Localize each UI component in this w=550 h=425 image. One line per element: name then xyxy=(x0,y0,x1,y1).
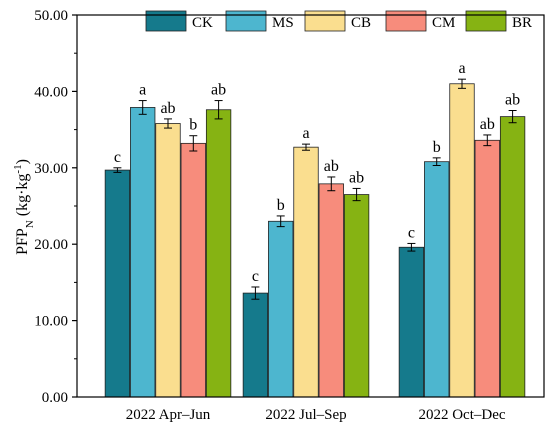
x-category-label: 2022 Apr–Jun xyxy=(126,407,211,423)
bar-cm xyxy=(318,183,344,398)
bar-br xyxy=(499,116,526,398)
y-axis-label: PFPN (kg·kg-1) xyxy=(12,159,36,255)
x-category-label: 2022 Jul–Sep xyxy=(265,407,346,423)
bar-cb xyxy=(449,83,475,398)
significance-letter: c xyxy=(408,224,415,241)
significance-letter: ab xyxy=(160,100,175,117)
axes: 0.00 10.00 20.00 30.00 40.00 50.00 2022 Apr–Ju… xyxy=(34,8,545,423)
bar-ck xyxy=(104,169,131,398)
bar-ms xyxy=(424,161,450,398)
significance-letter: ab xyxy=(505,92,520,109)
legend-swatch-cm xyxy=(385,10,427,32)
legend-label-cm: CM xyxy=(432,15,455,31)
bar-br xyxy=(205,109,232,398)
legend-label-ck: CK xyxy=(192,15,213,31)
x-category-label: 2022 Oct–Dec xyxy=(418,407,505,423)
bar-ms xyxy=(268,220,294,398)
bar-ck xyxy=(242,292,269,398)
y-tick-label: 20.00 xyxy=(34,237,68,253)
y-tick-label: 10.00 xyxy=(34,314,68,330)
bar-series-group xyxy=(104,78,526,398)
y-tick-label: 0.00 xyxy=(42,390,68,406)
legend-swatch-ck xyxy=(145,10,187,32)
bar-br xyxy=(343,194,370,398)
legend: CK MS CB CM BR xyxy=(145,10,532,32)
significance-letter: c xyxy=(252,268,259,285)
legend-label-br: BR xyxy=(512,15,532,31)
y-tick-label: 30.00 xyxy=(34,161,68,177)
significance-letter: b xyxy=(433,139,441,156)
legend-swatch-cb xyxy=(304,10,346,32)
significance-letter: ab xyxy=(211,82,226,99)
significance-letter: b xyxy=(189,117,197,134)
significance-letter: b xyxy=(277,197,285,214)
legend-label-ms: MS xyxy=(272,15,294,31)
bar-cm xyxy=(474,139,500,398)
bar-cm xyxy=(180,142,206,398)
significance-letter: c xyxy=(114,149,121,166)
legend-label-cb: CB xyxy=(351,15,371,31)
y-tick-label: 50.00 xyxy=(34,8,68,24)
bar-cb xyxy=(155,123,181,398)
significance-letter: a xyxy=(458,60,465,77)
significance-letter: ab xyxy=(480,116,495,133)
bar-ck xyxy=(398,246,425,398)
significance-letter: a xyxy=(139,82,146,99)
significance-letter: ab xyxy=(349,169,364,186)
bar-ms xyxy=(130,107,156,398)
legend-swatch-br xyxy=(465,10,507,32)
y-tick-label: 40.00 xyxy=(34,84,68,100)
significance-letter: a xyxy=(302,125,309,142)
legend-swatch-ms xyxy=(225,10,267,32)
significance-letter: ab xyxy=(324,158,339,175)
bar-cb xyxy=(293,146,319,398)
